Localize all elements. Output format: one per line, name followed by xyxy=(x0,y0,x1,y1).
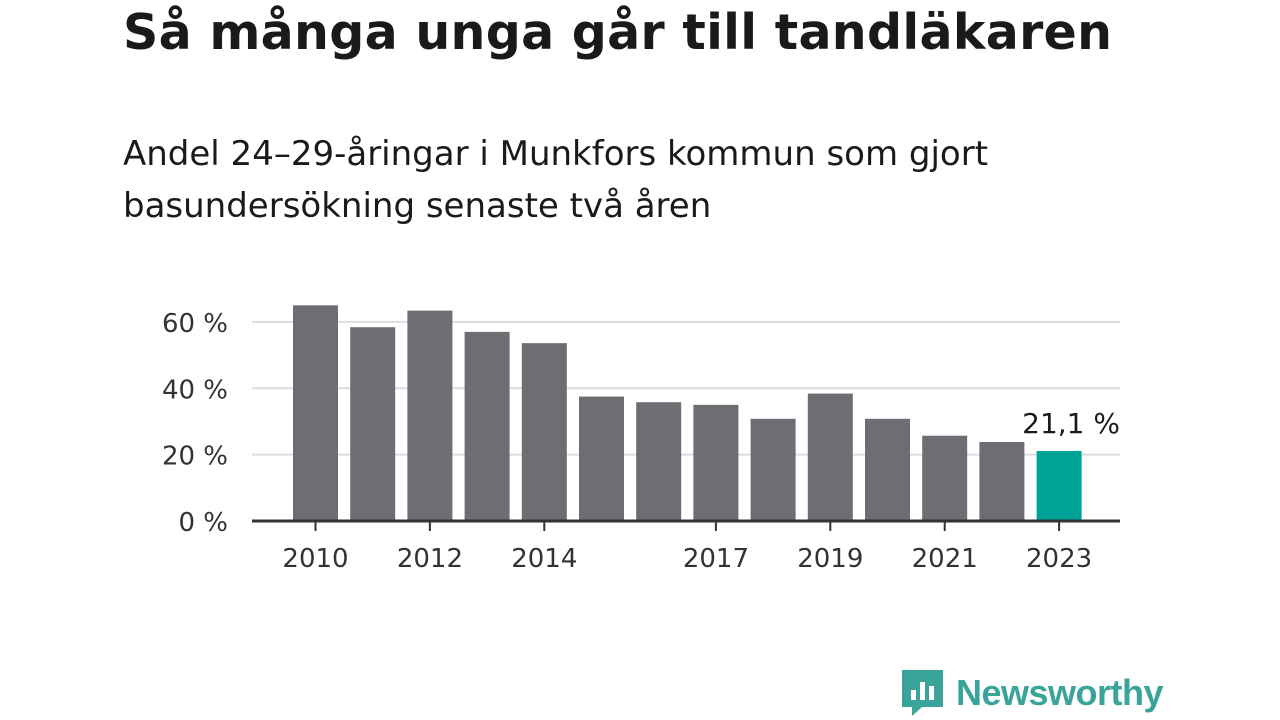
bar-2013 xyxy=(464,331,510,521)
x-tick-label: 2019 xyxy=(797,544,863,574)
y-tick-label: 20 % xyxy=(162,442,228,472)
bar-2019 xyxy=(807,393,853,521)
bar-2020 xyxy=(865,418,910,521)
chart-subtitle: Andel 24–29-åringar i Munkfors kommun so… xyxy=(123,134,989,226)
labels: 0 % 20 % 40 % 60 % 2010 2012 2014 2017 2019 2021 2… xyxy=(162,309,1120,574)
x-tick-label: 2010 xyxy=(282,544,348,574)
brand-name: Newsworthy xyxy=(956,672,1164,713)
y-tick-label: 40 % xyxy=(162,375,228,405)
y-tick-label: 60 % xyxy=(162,309,228,339)
bar-2014 xyxy=(521,343,567,521)
bar-2021 xyxy=(922,435,968,521)
x-tick-label: 2014 xyxy=(511,544,577,574)
bar-2017 xyxy=(693,404,739,521)
brand-logo: Newsworthy xyxy=(902,670,1164,716)
x-tick-label: 2023 xyxy=(1026,544,1092,574)
bar-2016 xyxy=(636,402,682,521)
chart-title: Så många unga går till tandläkaren xyxy=(123,4,1113,61)
bar-2012 xyxy=(407,310,453,521)
highlight-value-label: 21,1 % xyxy=(1022,407,1120,440)
x-tick-label: 2012 xyxy=(397,544,463,574)
y-tick-label: 0 % xyxy=(178,508,228,538)
bar-2010 xyxy=(293,305,338,521)
x-tick-label: 2021 xyxy=(912,544,978,574)
bar-2018 xyxy=(750,418,796,521)
bar-2011 xyxy=(350,327,396,521)
bar-2023 xyxy=(1036,450,1082,521)
bars xyxy=(293,305,1082,521)
x-tick-label: 2017 xyxy=(683,544,749,574)
grid-lines xyxy=(252,320,1120,456)
bar-2015 xyxy=(579,396,624,521)
bar-2022 xyxy=(979,442,1025,521)
newsworthy-logo-icon xyxy=(902,670,943,716)
axes xyxy=(252,519,1120,531)
